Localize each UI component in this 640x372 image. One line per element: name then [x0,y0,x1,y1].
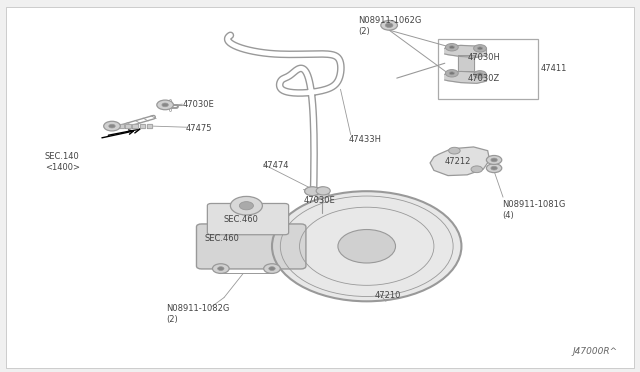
Circle shape [491,166,497,170]
Circle shape [316,187,330,195]
Circle shape [449,147,460,154]
Circle shape [471,166,483,173]
Polygon shape [430,147,490,176]
Polygon shape [118,124,124,128]
Circle shape [109,124,115,128]
Circle shape [162,103,168,107]
Text: 47212: 47212 [445,157,471,166]
Circle shape [305,187,320,196]
Text: 47030Z: 47030Z [467,74,499,83]
Text: 47474: 47474 [262,161,289,170]
Text: N08911-1081G
(4): N08911-1081G (4) [502,200,566,220]
Circle shape [474,71,486,78]
Text: 47030E: 47030E [182,100,214,109]
Circle shape [264,264,280,273]
Text: 47030E: 47030E [304,196,336,205]
Circle shape [315,190,329,198]
Circle shape [269,267,275,270]
Text: J47000R^: J47000R^ [573,347,618,356]
Circle shape [104,121,120,131]
Polygon shape [458,55,474,71]
Circle shape [385,23,393,28]
Text: N08911-1062G
(2): N08911-1062G (2) [358,16,422,36]
Circle shape [491,158,497,162]
Text: 47030H: 47030H [467,53,500,62]
Polygon shape [132,124,138,128]
Polygon shape [140,124,145,128]
FancyBboxPatch shape [196,224,306,269]
Text: 47433H: 47433H [349,135,382,144]
Circle shape [381,20,397,30]
Circle shape [486,155,502,164]
Circle shape [239,202,253,210]
Circle shape [338,230,396,263]
Polygon shape [445,45,486,57]
Text: 47475: 47475 [186,124,212,133]
Text: SEC.140
<1400>: SEC.140 <1400> [45,152,80,172]
Circle shape [157,100,173,110]
Circle shape [230,196,262,215]
Circle shape [474,45,486,52]
Text: N08911-1082G
(2): N08911-1082G (2) [166,304,230,324]
Circle shape [486,164,502,173]
Text: 47411: 47411 [541,64,567,73]
FancyBboxPatch shape [6,7,634,368]
Polygon shape [445,71,486,83]
Bar [438,39,538,99]
Circle shape [218,267,224,270]
Text: SEC.460: SEC.460 [205,234,239,243]
FancyBboxPatch shape [207,203,289,235]
Circle shape [477,47,483,50]
Circle shape [445,70,458,77]
Circle shape [449,72,454,75]
Polygon shape [125,124,131,128]
Circle shape [445,44,458,51]
Circle shape [212,264,229,273]
Circle shape [449,46,454,49]
Circle shape [272,191,461,301]
Circle shape [477,73,483,76]
Text: SEC.460: SEC.460 [224,215,259,224]
Text: 47210: 47210 [374,291,401,300]
Polygon shape [147,124,152,128]
